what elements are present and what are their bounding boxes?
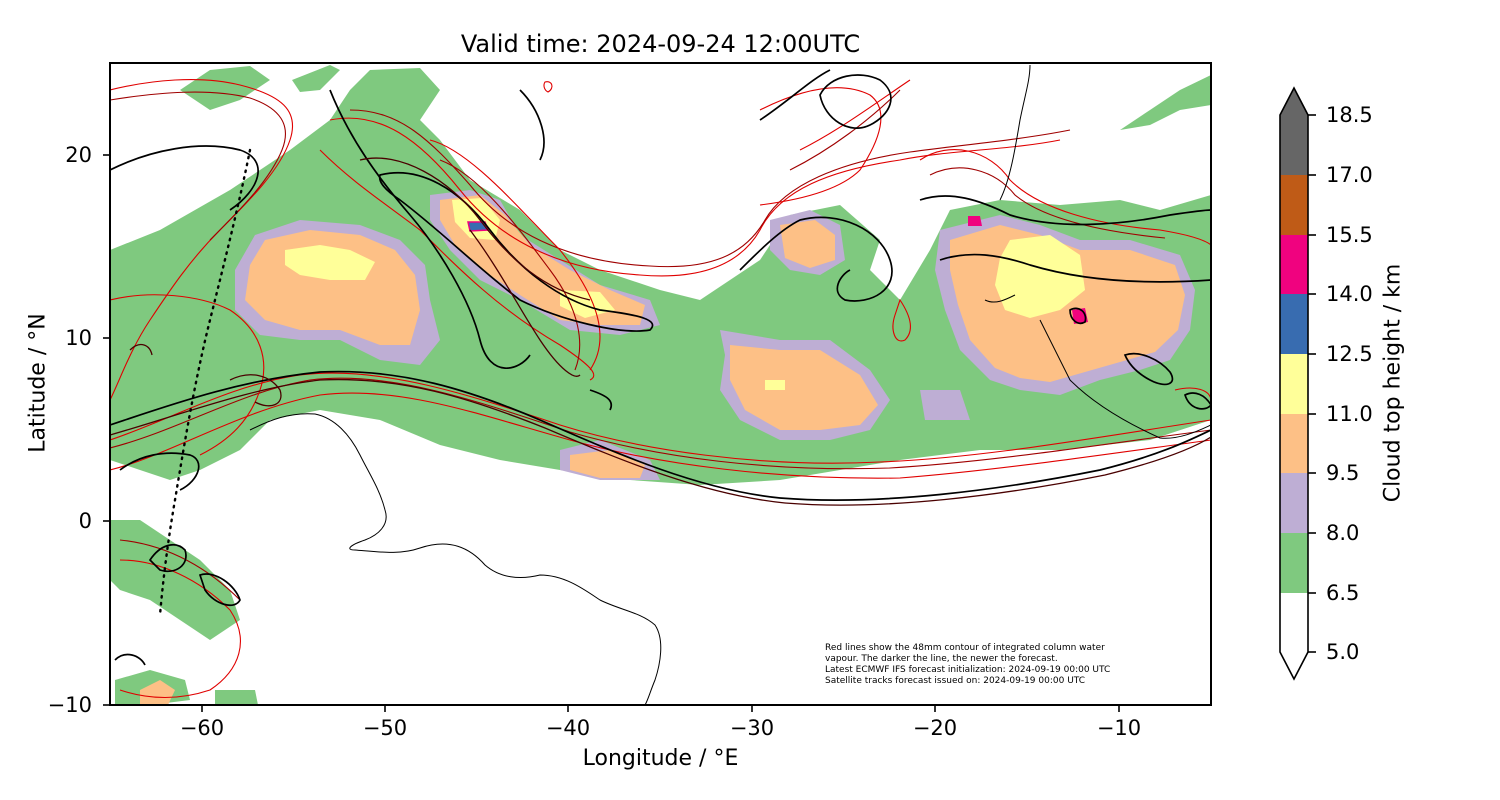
colorbar-tick-label: 9.5	[1326, 461, 1360, 485]
colorbar	[1279, 86, 1316, 681]
x-axis-label: Longitude / °E	[582, 746, 739, 771]
y-tick-label: −10	[47, 693, 92, 717]
colorbar-tick-label: 18.5	[1326, 103, 1373, 127]
map-annotation: Red lines show the 48mm contour of integ…	[825, 643, 1110, 687]
annotation-line: Satellite tracks forecast issued on: 202…	[825, 676, 1086, 686]
x-tick-label: −30	[729, 716, 775, 740]
y-tick-label: 20	[65, 143, 92, 167]
y-axis-label: Latitude / °N	[25, 313, 51, 453]
water-vapour-contours	[110, 79, 1211, 699]
satellite-ground-track	[158, 148, 252, 617]
y-tick-marks	[103, 154, 110, 706]
annotation-line: Red lines show the 48mm contour of integ…	[825, 643, 1105, 653]
colorbar-tick-label: 8.0	[1326, 521, 1360, 545]
x-tick-label: −20	[912, 716, 958, 740]
x-tick-marks	[201, 705, 1120, 712]
satellite-track-contours	[110, 69, 1211, 666]
x-tick-label: −50	[362, 716, 408, 740]
satellite-track-contours-dark	[110, 157, 1211, 506]
colorbar-tick-label: 12.5	[1326, 342, 1373, 366]
coastlines	[249, 64, 1211, 705]
colorbar-tick-label: 14.0	[1326, 282, 1373, 306]
colorbar-tick-label: 5.0	[1326, 640, 1360, 664]
annotation-line: Latest ECMWF IFS forecast initialization…	[825, 665, 1111, 675]
colorbar-label: Cloud top height / km	[1380, 263, 1406, 503]
map-title: Valid time: 2024-09-24 12:00UTC	[460, 30, 861, 58]
colorbar-tick-label: 11.0	[1326, 402, 1373, 426]
colorbar-tick-label: 17.0	[1326, 163, 1373, 187]
y-tick-label: 10	[65, 326, 92, 350]
colorbar-tick-label: 6.5	[1326, 581, 1360, 605]
x-tick-label: −40	[545, 716, 591, 740]
y-tick-label: 0	[78, 509, 92, 533]
x-tick-label: −60	[179, 716, 225, 740]
colorbar-tick-label: 15.5	[1326, 223, 1373, 247]
map-area	[110, 64, 1211, 705]
map-frame	[109, 62, 1212, 706]
annotation-line: vapour. The darker the line, the newer t…	[825, 654, 1058, 664]
x-tick-label: −10	[1096, 716, 1142, 740]
